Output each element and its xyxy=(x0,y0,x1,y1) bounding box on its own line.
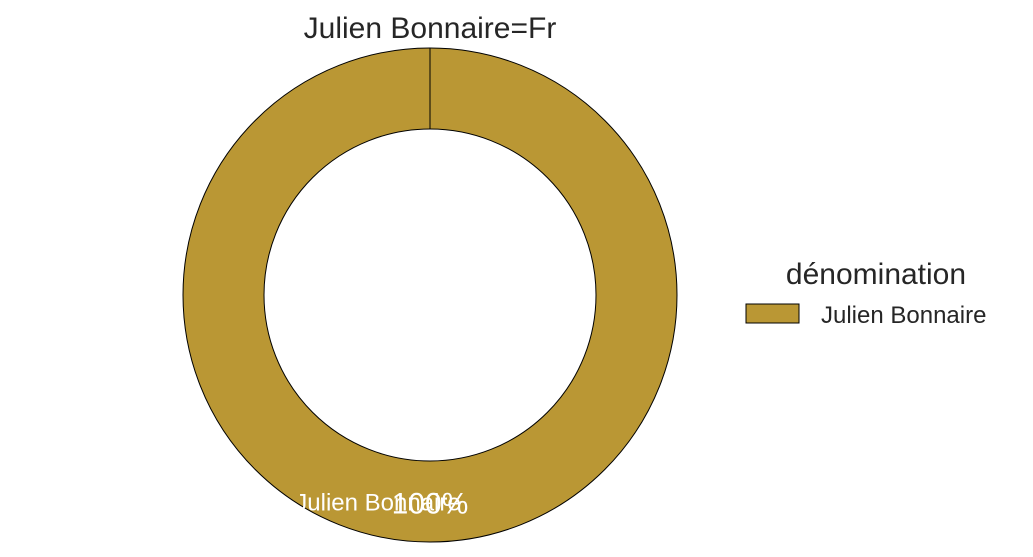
legend-swatch xyxy=(745,303,800,324)
slice-percent-label: 100% xyxy=(392,488,469,521)
slice-name-label: Julien Bonnaire xyxy=(295,490,460,517)
legend-title: dénomination xyxy=(786,258,966,291)
slices-group xyxy=(182,47,678,543)
chart-title: Julien Bonnaire=Fr xyxy=(304,12,557,45)
legend-label: Julien Bonnaire xyxy=(821,302,986,329)
pie-slice xyxy=(182,47,678,543)
legend: dénomination Julien Bonnaire xyxy=(745,258,986,329)
